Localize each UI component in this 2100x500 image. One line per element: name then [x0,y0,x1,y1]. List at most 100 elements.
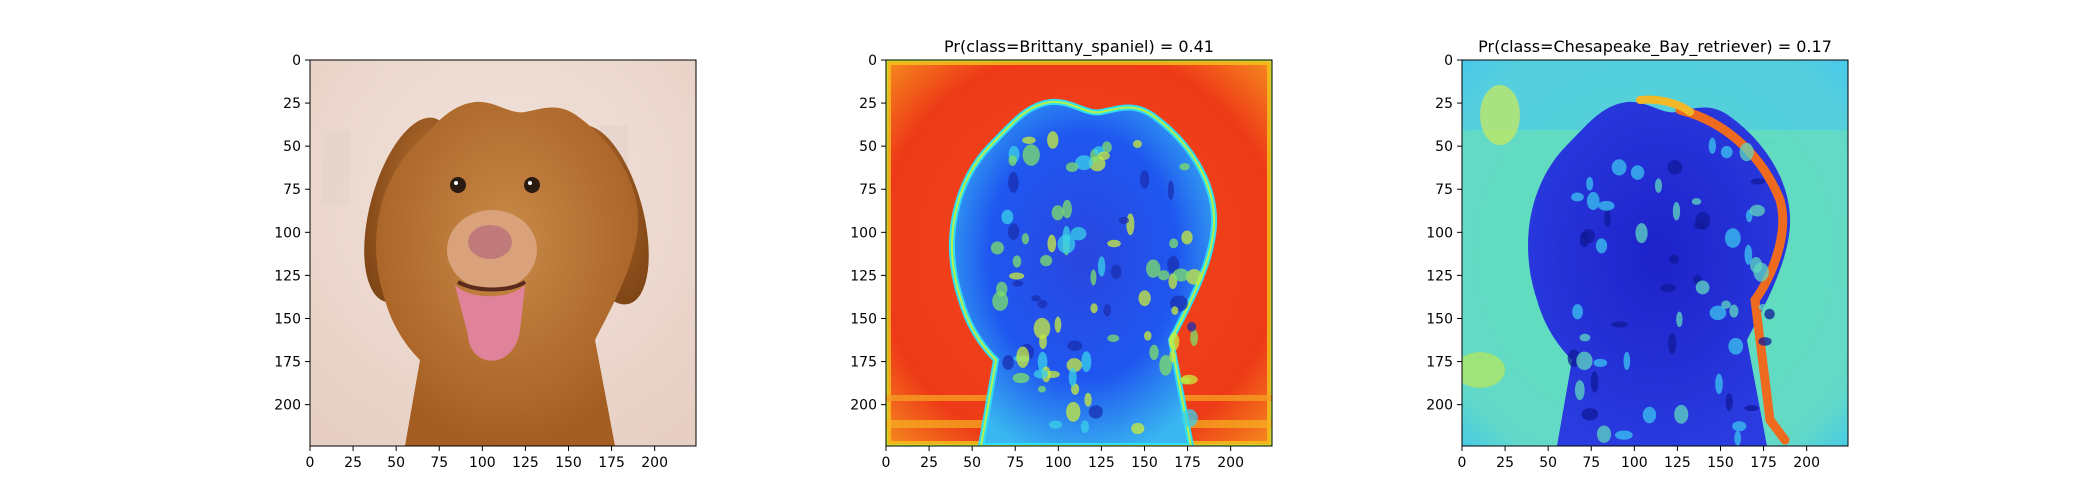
heatmap-speckle [1708,137,1717,154]
heatmap-speckle [1750,178,1766,185]
y-tick-label: 125 [850,268,877,284]
heatmap-speckle [1107,239,1121,248]
heatmap-speckle [1098,151,1110,161]
panel-1-axes: 0 25 50 75 100 125 150 175 200 0 25 50 75 100 125 150 17… [274,53,668,471]
heatmap-speckle [1691,198,1702,205]
y-tick-label: 150 [1426,311,1453,327]
heatmap-speckle [1642,406,1657,424]
x-tick-label: 125 [512,455,539,471]
heatmap-speckle [1172,268,1190,282]
y-tick-label: 100 [1426,225,1453,241]
heatmap-speckle [1654,178,1663,193]
heatmap-speckle [1033,369,1049,379]
heatmap-speckle [1022,136,1036,144]
heatmap-speckle [1715,373,1723,395]
heatmap-speckle [1126,213,1135,236]
heatmap-speckle [996,281,1008,297]
y-tick-label: 0 [292,53,301,69]
x-tick-label: 75 [1006,455,1024,471]
heatmap-speckle [1054,316,1062,333]
heatmap-speckle [1001,209,1014,225]
heatmap-speckle [1764,308,1775,320]
heatmap-speckle [1009,272,1025,280]
heatmap-speckle [1033,317,1051,339]
x-tick-label: 75 [430,455,448,471]
y-tick-label: 100 [850,225,877,241]
heatmap-speckle [1179,163,1190,171]
heatmap-speckle [1695,211,1711,230]
heatmap-speckle [1190,329,1199,347]
heatmap-speckle [1167,256,1180,274]
x-tick-label: 25 [1496,455,1514,471]
x-tick-label: 75 [1582,455,1600,471]
heatmap-speckle [1118,216,1129,225]
y-tick-label: 200 [274,398,301,414]
heatmap-speckle [1181,230,1193,245]
x-tick-label: 0 [306,455,315,471]
heatmap-speckle [1070,227,1087,241]
heatmap-speckle [1008,172,1019,193]
chesapeake-saliency-heatmap [1462,60,1848,446]
heatmap-speckle [1728,337,1744,355]
y-tick-label: 125 [274,268,301,284]
heatmap-speckle [1132,140,1142,149]
heatmap-speckle [1744,244,1753,265]
x-tick-label: 125 [1088,455,1115,471]
heatmap-speckle [1022,144,1040,166]
y-tick-label: 175 [1426,355,1453,371]
panel-1-frame [309,59,697,447]
heatmap-speckle [1081,351,1092,373]
heatmap-speckle [1739,142,1754,162]
heatmap-speckle [1097,256,1106,277]
heatmap-speckle [1012,280,1024,287]
x-tick-label: 100 [469,455,496,471]
y-tick-label: 0 [868,53,877,69]
panel-2-frame [885,59,1273,447]
heatmap-speckle [1167,180,1174,200]
y-tick-label: 50 [859,139,877,155]
heatmap-speckle [1667,160,1683,175]
heatmap-speckle [992,291,1009,311]
y-tick-label: 75 [859,182,877,198]
panel-chesapeake-heatmap: Pr(class=Chesapeake_Bay_retriever) = 0.1… [1426,37,1849,471]
heatmap-speckle [1598,200,1615,211]
x-tick-label: 175 [1174,455,1201,471]
dog-photo-image [310,60,696,446]
heatmap-speckle [1008,155,1017,166]
x-tick-label: 0 [1458,455,1467,471]
x-tick-label: 150 [1131,455,1158,471]
heatmap-speckle [1090,303,1098,314]
heatmap-speckle [1758,303,1768,311]
heatmap-speckle [1107,334,1120,343]
y-tick-label: 50 [283,139,301,155]
heatmap-speckle [1571,192,1584,202]
x-tick-label: 200 [641,455,668,471]
heatmap-speckle [1596,425,1612,443]
heatmap-speckle [1734,430,1742,446]
heatmap-speckle [1593,358,1608,368]
heatmap-speckle [1057,234,1076,254]
heatmap-speckle [1611,159,1627,176]
y-tick-label: 100 [274,225,301,241]
heatmap-speckle [1037,385,1046,393]
heatmap-speckle [1695,280,1710,295]
heatmap-speckle [1067,340,1083,351]
x-tick-label: 0 [882,455,891,471]
brittany-saliency-heatmap [886,60,1272,446]
x-tick-label: 25 [920,455,938,471]
heatmap-speckle [1143,331,1152,341]
heatmap-speckle [1090,269,1097,286]
heatmap-speckle [1744,405,1759,412]
heatmap-speckle [1668,333,1677,355]
y-tick-label: 25 [283,96,301,112]
x-tick-label: 175 [598,455,625,471]
y-tick-label: 25 [859,96,877,112]
heatmap-speckle [1075,155,1093,171]
brittany-speckles [990,131,1203,435]
chesapeake-speckles [1567,137,1775,446]
heatmap-speckle [1066,401,1081,422]
heatmap-speckle [1138,290,1151,307]
heatmap-speckle [1753,262,1769,282]
heatmap-speckle [1758,337,1772,346]
